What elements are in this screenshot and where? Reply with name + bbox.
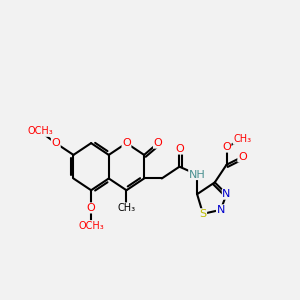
Text: O: O xyxy=(175,144,184,154)
Text: N: N xyxy=(217,205,225,215)
Text: O: O xyxy=(122,138,131,148)
Text: N: N xyxy=(222,189,231,199)
Text: CH₃: CH₃ xyxy=(233,134,251,144)
Text: O: O xyxy=(154,138,162,148)
Text: OCH₃: OCH₃ xyxy=(78,220,104,231)
Text: S: S xyxy=(200,209,207,219)
Text: O: O xyxy=(87,203,95,213)
Text: OCH₃: OCH₃ xyxy=(27,126,53,136)
Text: NH: NH xyxy=(189,169,206,179)
Text: O: O xyxy=(222,142,231,152)
Text: O: O xyxy=(51,138,60,148)
Text: CH₃: CH₃ xyxy=(117,203,136,213)
Text: O: O xyxy=(238,152,247,162)
